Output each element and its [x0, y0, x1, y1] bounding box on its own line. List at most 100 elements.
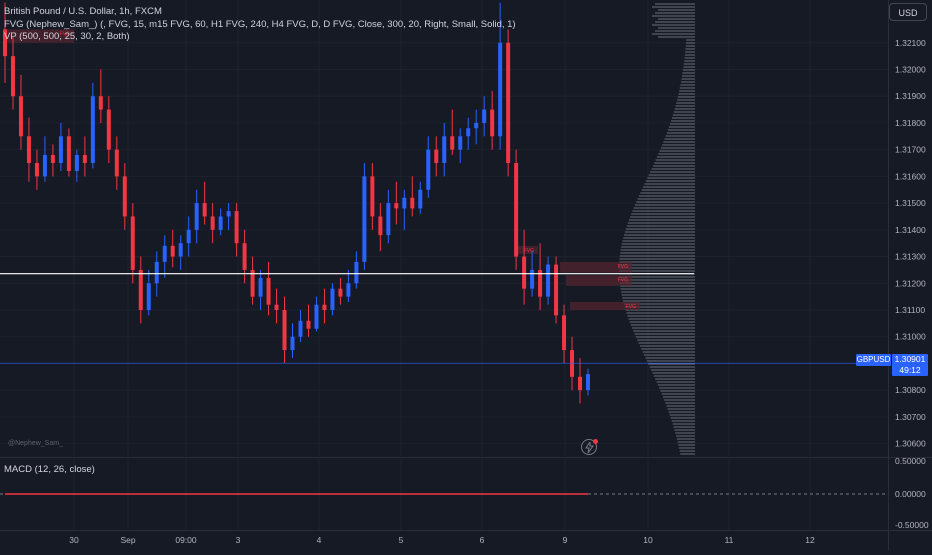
- candle-body: [442, 136, 447, 164]
- price-tick-label: 1.30700: [895, 412, 926, 422]
- candle-body: [186, 229, 191, 244]
- candle-body: [178, 243, 183, 257]
- candle-body: [482, 109, 487, 123]
- candle-body: [3, 29, 7, 57]
- fvg-label: FVG: [618, 264, 628, 270]
- currency-button[interactable]: USD: [889, 3, 927, 21]
- candle-body: [290, 336, 295, 351]
- time-tick-label: 9: [563, 535, 568, 545]
- candle-body: [410, 197, 415, 209]
- candle-body: [546, 264, 551, 297]
- time-tick-label: 12: [805, 535, 815, 545]
- candle-body: [138, 269, 143, 311]
- candle-body: [66, 136, 71, 172]
- fvg-box: [570, 301, 640, 311]
- candle-body: [578, 376, 583, 391]
- price-tick-label: 1.32000: [895, 64, 926, 74]
- author-watermark: @Nephew_Sam_: [8, 440, 63, 447]
- candle-body: [562, 315, 567, 351]
- candle-body: [106, 109, 111, 150]
- time-tick-label: 4: [317, 535, 322, 545]
- candle-body: [522, 256, 527, 289]
- price-lines[interactable]: [0, 273, 888, 364]
- fvg-box: [3, 29, 74, 43]
- price-tick-label: 1.31500: [895, 198, 926, 208]
- macd-indicator-legend[interactable]: MACD (12, 26, close): [4, 464, 95, 475]
- fvg-label: FVG: [618, 277, 628, 283]
- candle-body: [242, 243, 247, 270]
- volume-profile: [619, 3, 695, 455]
- candle-body: [314, 304, 319, 329]
- symbol-legend[interactable]: British Pound / U.S. Dollar, 1h, FXCM: [4, 6, 162, 17]
- candle-body: [474, 122, 479, 129]
- candle-body: [330, 288, 335, 311]
- candle-body: [394, 203, 399, 209]
- price-tick-label: 1.30800: [895, 385, 926, 395]
- candle-body: [130, 216, 135, 270]
- candle-body: [274, 304, 279, 311]
- candle-body: [354, 261, 359, 284]
- candle-body: [146, 283, 151, 311]
- candle-body: [18, 96, 23, 137]
- lightning-alert-icon[interactable]: [581, 439, 598, 455]
- symbol-badge: GBPUSD: [856, 354, 891, 366]
- last-price-value: 1.30901: [894, 354, 926, 364]
- price-tick-label: 1.31900: [895, 91, 926, 101]
- fvg-label: FVG: [524, 248, 534, 254]
- price-tick-label: 1.32100: [895, 38, 926, 48]
- candle-body: [466, 128, 471, 137]
- price-tick-label: 1.31600: [895, 171, 926, 181]
- time-tick-label: Sep: [120, 535, 135, 545]
- macd-tick-label: 0.50000: [895, 456, 926, 466]
- time-tick-label: 11: [725, 535, 734, 545]
- candle-body: [338, 288, 343, 297]
- candle-body: [10, 56, 15, 97]
- time-tick-label: 10: [643, 535, 653, 545]
- candle-body: [162, 245, 167, 262]
- candle-body: [386, 203, 391, 236]
- axes: 1.32100 1.32000 1.31900 1.31800 1.31700 1.316…: [69, 38, 929, 545]
- fvg-indicator-legend[interactable]: FVG (Nephew_Sam_) (, FVG, 15, m15 FVG, 6…: [4, 19, 516, 30]
- fvg-box: [517, 245, 538, 254]
- candle-body: [234, 211, 239, 244]
- candle-body: [506, 42, 511, 164]
- candle-body: [450, 136, 455, 150]
- candle-body: [530, 269, 535, 289]
- candle-body: [82, 155, 87, 164]
- candle-body: [346, 283, 351, 297]
- candle-body: [434, 149, 439, 164]
- candle-body: [170, 245, 175, 257]
- fvg-zones: FVG FVG FVG FVG FVG: [3, 29, 640, 311]
- candle-body: [202, 203, 207, 217]
- candle-body: [498, 42, 503, 137]
- macd-tick-label: -0.50000: [895, 520, 929, 530]
- candle-body: [74, 155, 79, 172]
- fvg-label: FVG: [626, 304, 636, 310]
- macd-tick-label: 0.00000: [895, 489, 926, 499]
- candle-body: [306, 320, 311, 329]
- candle-body: [418, 189, 423, 209]
- price-tick-label: 1.31200: [895, 278, 926, 288]
- price-tick-label: 1.30600: [895, 439, 926, 449]
- candle-body: [370, 176, 375, 217]
- price-tick-label: 1.31800: [895, 118, 926, 128]
- candle-body: [298, 320, 303, 337]
- fvg-box: [560, 261, 632, 273]
- candle-body: [218, 216, 223, 230]
- candle-body: [122, 176, 127, 217]
- last-price-badge: 1.30901 49:12: [892, 354, 928, 376]
- candle-body: [114, 149, 119, 177]
- time-tick-label: 5: [399, 535, 404, 545]
- candle-body: [58, 136, 63, 164]
- candle-body: [194, 203, 199, 230]
- candle-body: [426, 149, 431, 190]
- candle-body: [554, 264, 559, 316]
- candle-body: [42, 155, 47, 177]
- candle-body: [402, 197, 407, 209]
- candle-body: [378, 216, 383, 236]
- candle-body: [322, 304, 327, 311]
- vp-indicator-legend[interactable]: VP (500, 500, 25, 30, 2, Both): [4, 31, 130, 42]
